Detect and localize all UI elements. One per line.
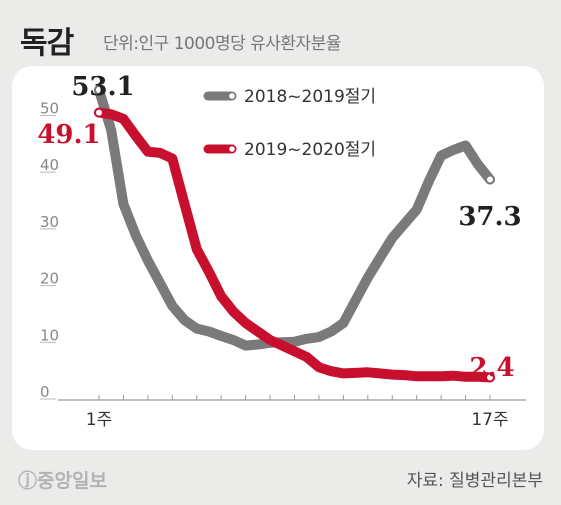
y-tick-label: 30 <box>40 213 59 231</box>
legend: 2018~2019절기 2019~2020절기 <box>203 87 376 160</box>
series-1-end-value: 37.3 <box>458 202 521 232</box>
series-1-start-value: 53.1 <box>71 72 134 102</box>
series-1-start-point <box>94 84 104 95</box>
legend-marker-1 <box>227 91 237 101</box>
y-tick-label: 20 <box>40 270 59 288</box>
y-tick-label: 40 <box>40 156 59 174</box>
y-axis: 0 10 20 30 40 50 <box>40 100 59 401</box>
series-group <box>94 84 495 383</box>
legend-marker-2 <box>227 144 237 154</box>
page-title: 독감 <box>20 26 74 61</box>
series-2-end-point <box>485 372 495 383</box>
series-2-start-point <box>94 107 104 118</box>
x-tick-label-first: 1주 <box>86 410 112 430</box>
series-line-1 <box>94 84 495 351</box>
source-note: 자료: 질병관리본부 <box>406 471 543 491</box>
legend-label-1: 2018~2019절기 <box>244 87 376 107</box>
series-line-2 <box>94 107 495 383</box>
y-tick-label: 50 <box>40 100 59 118</box>
y-tick-label: 0 <box>40 383 50 401</box>
page-subtitle: 단위:인구 1000명당 유사환자분율 <box>103 34 341 54</box>
y-tick-label: 10 <box>40 326 59 344</box>
chart-panel <box>12 66 544 450</box>
series-2-start-value: 49.1 <box>37 120 100 150</box>
series-1-end-point <box>485 174 495 185</box>
legend-label-2: 2019~2020절기 <box>244 140 376 160</box>
value-labels: 53.1 37.3 49.1 2.4 <box>37 72 521 383</box>
series-2-end-value: 2.4 <box>469 353 514 383</box>
x-tick-label-last: 17주 <box>471 410 508 430</box>
publisher-logo: ⓙ중앙일보 <box>18 470 107 492</box>
x-axis: 1주 17주 <box>58 395 526 430</box>
